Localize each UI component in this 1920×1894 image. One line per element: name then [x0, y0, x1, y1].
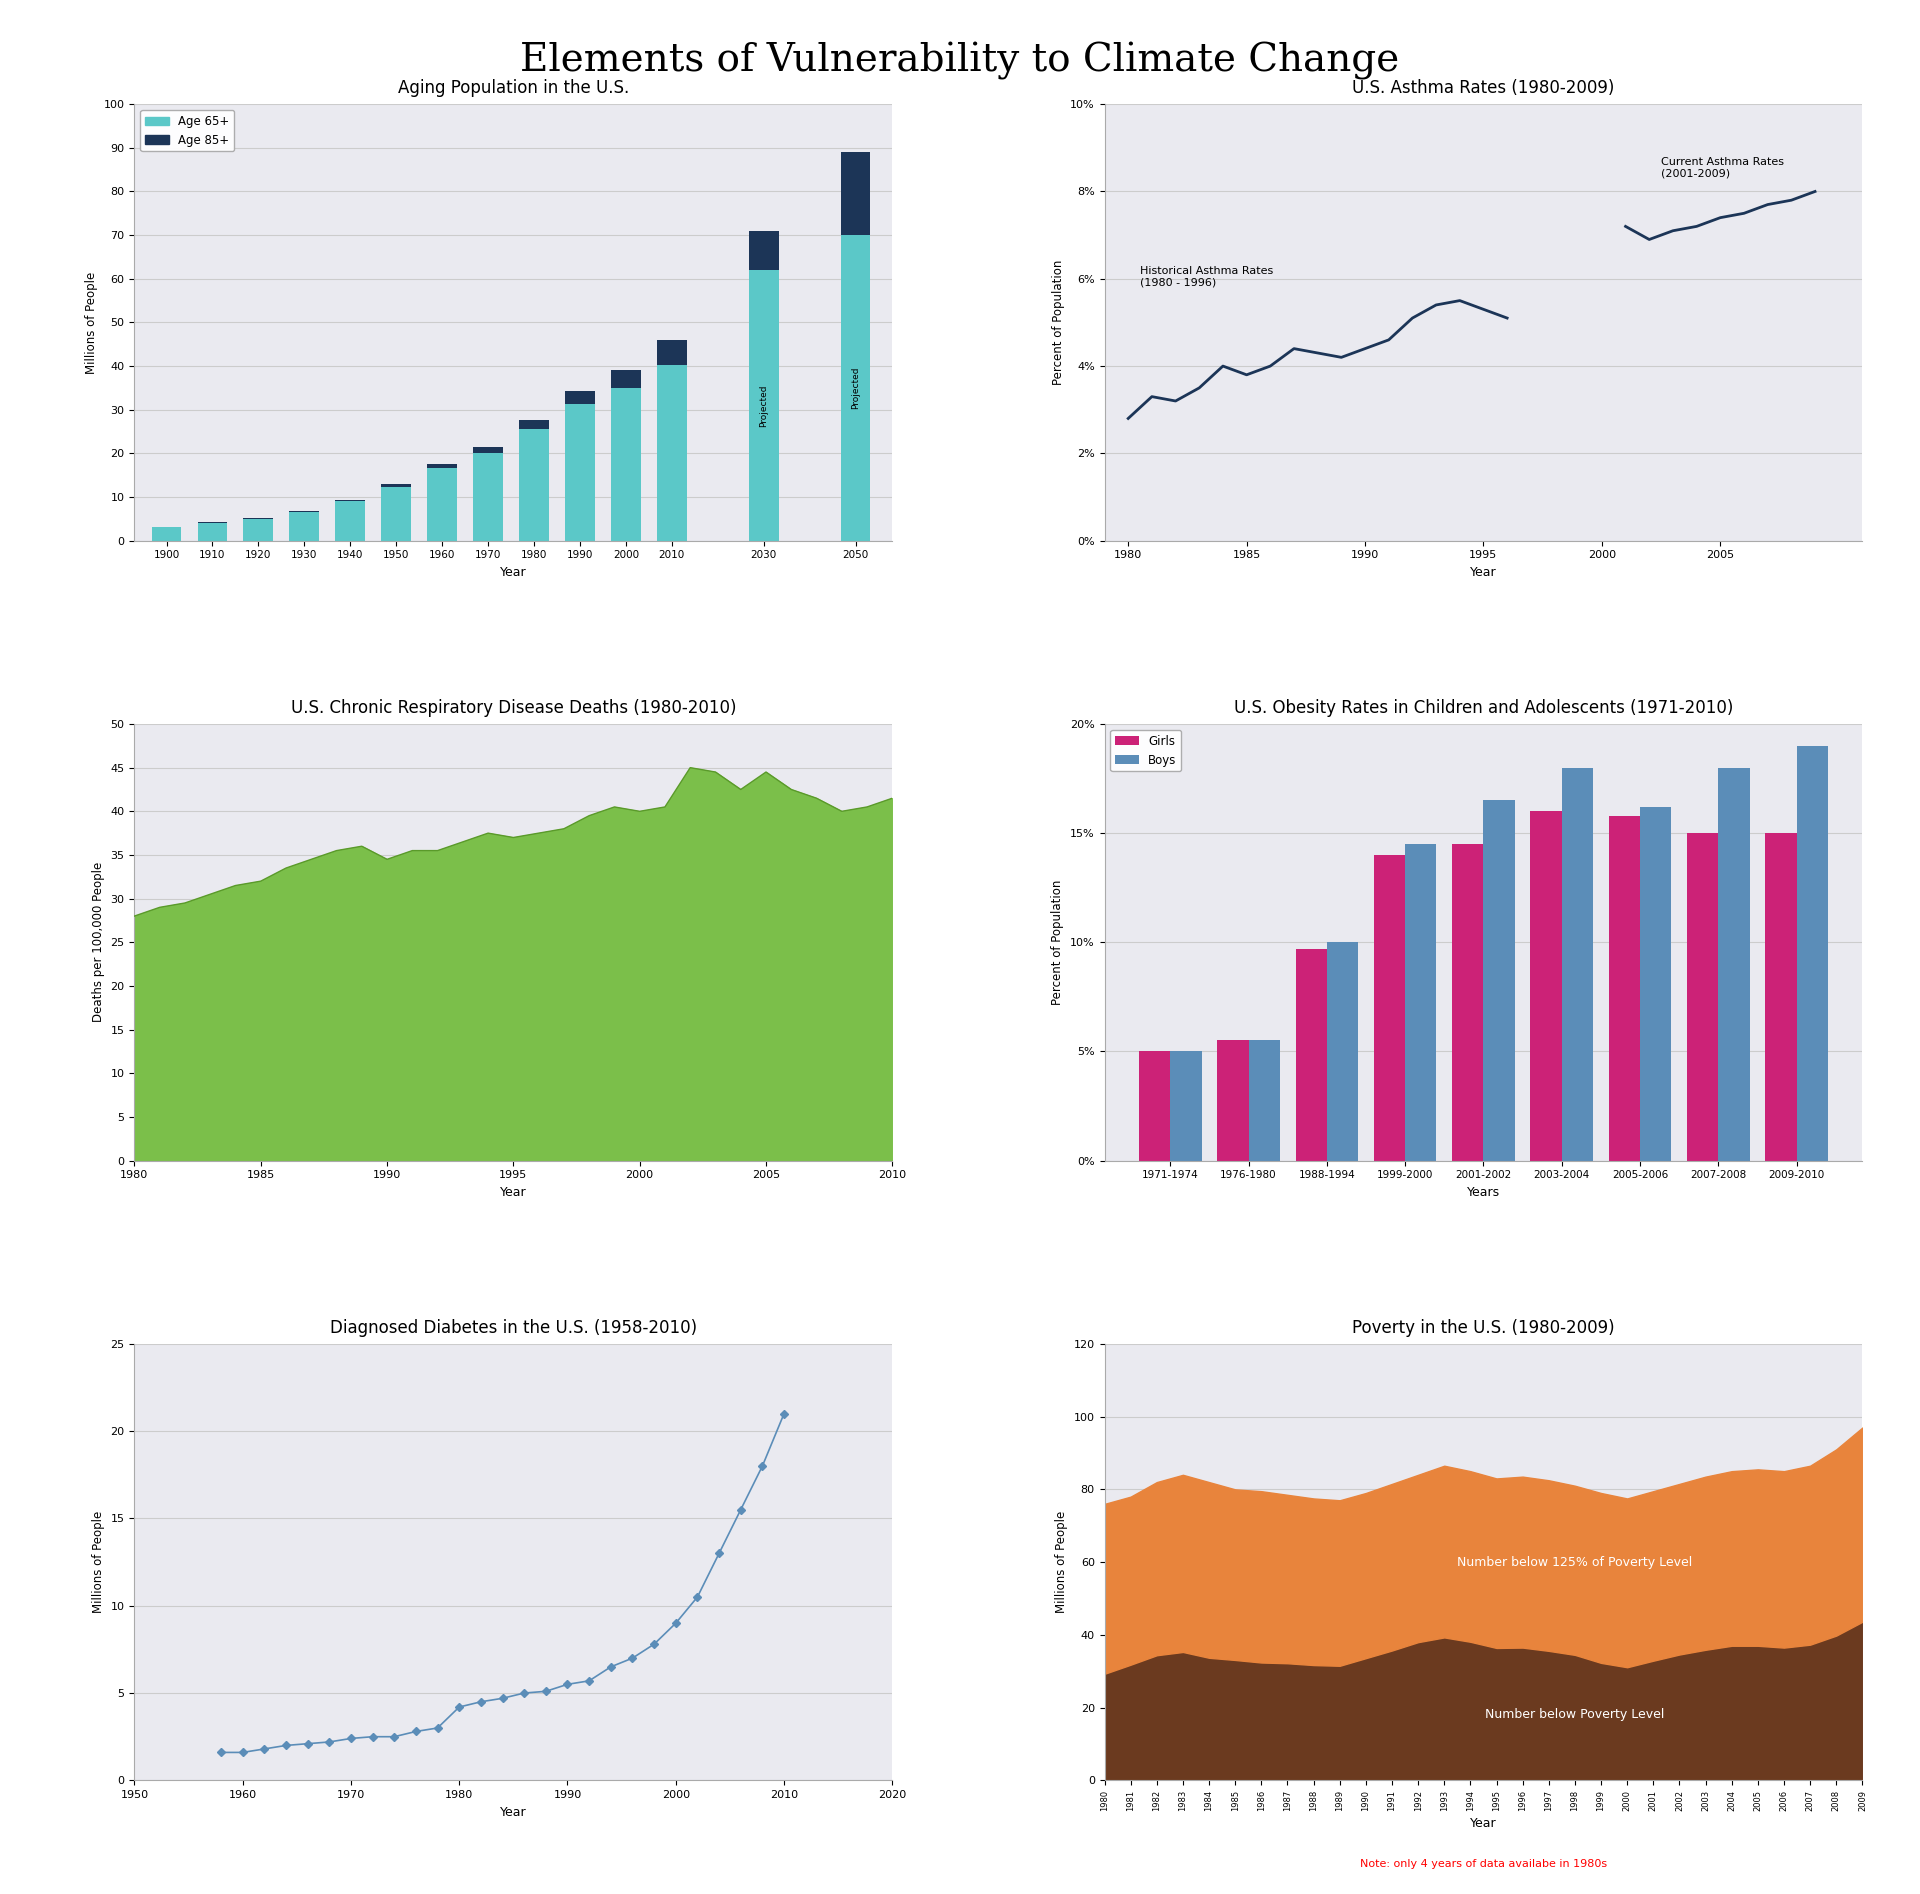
- Bar: [657, 366, 687, 540]
- Bar: [1640, 807, 1672, 1161]
- Y-axis label: Percent of Population: Percent of Population: [1052, 879, 1064, 1006]
- Bar: [336, 502, 365, 540]
- Bar: [428, 468, 457, 540]
- Bar: [382, 485, 411, 487]
- Y-axis label: Millions of People: Millions of People: [84, 271, 98, 373]
- Bar: [749, 231, 780, 271]
- Bar: [611, 369, 641, 388]
- Text: Number below 125% of Poverty Level: Number below 125% of Poverty Level: [1457, 1555, 1693, 1568]
- Text: Current Asthma Rates
(2001-2009): Current Asthma Rates (2001-2009): [1661, 157, 1784, 178]
- Bar: [1484, 801, 1515, 1161]
- X-axis label: Year: Year: [499, 1186, 526, 1199]
- Y-axis label: Deaths per 100,000 People: Deaths per 100,000 People: [92, 862, 106, 1023]
- Bar: [152, 527, 182, 540]
- X-axis label: Year: Year: [1471, 566, 1498, 580]
- Bar: [749, 271, 780, 540]
- Bar: [1139, 1051, 1171, 1161]
- Bar: [244, 519, 273, 540]
- Bar: [1764, 833, 1797, 1161]
- X-axis label: Year: Year: [1471, 1816, 1498, 1830]
- Bar: [1327, 941, 1357, 1161]
- Bar: [1171, 1051, 1202, 1161]
- Bar: [841, 235, 870, 540]
- Title: Diagnosed Diabetes in the U.S. (1958-2010): Diagnosed Diabetes in the U.S. (1958-201…: [330, 1318, 697, 1337]
- Title: U.S. Chronic Respiratory Disease Deaths (1980-2010): U.S. Chronic Respiratory Disease Deaths …: [290, 699, 735, 718]
- Text: Elements of Vulnerability to Climate Change: Elements of Vulnerability to Climate Cha…: [520, 42, 1400, 80]
- X-axis label: Year: Year: [499, 566, 526, 580]
- Bar: [290, 511, 319, 540]
- Title: Poverty in the U.S. (1980-2009): Poverty in the U.S. (1980-2009): [1352, 1318, 1615, 1337]
- Bar: [1797, 746, 1828, 1161]
- Title: U.S. Asthma Rates (1980-2009): U.S. Asthma Rates (1980-2009): [1352, 80, 1615, 97]
- Bar: [1405, 845, 1436, 1161]
- Bar: [1530, 811, 1561, 1161]
- Bar: [1718, 767, 1749, 1161]
- Y-axis label: Percent of Population: Percent of Population: [1052, 259, 1064, 384]
- Bar: [564, 405, 595, 540]
- Bar: [611, 388, 641, 540]
- Bar: [382, 487, 411, 540]
- Text: Historical Asthma Rates
(1980 - 1996): Historical Asthma Rates (1980 - 1996): [1140, 265, 1273, 288]
- X-axis label: Year: Year: [499, 1805, 526, 1818]
- Bar: [472, 447, 503, 453]
- Bar: [1452, 845, 1484, 1161]
- Bar: [1688, 833, 1718, 1161]
- Bar: [841, 152, 870, 235]
- Bar: [472, 453, 503, 540]
- Bar: [1375, 854, 1405, 1161]
- Bar: [1217, 1040, 1248, 1161]
- Text: Number below Poverty Level: Number below Poverty Level: [1486, 1708, 1665, 1722]
- Bar: [428, 464, 457, 468]
- Bar: [1296, 949, 1327, 1161]
- Legend: Age 65+, Age 85+: Age 65+, Age 85+: [140, 110, 234, 152]
- X-axis label: Years: Years: [1467, 1186, 1500, 1199]
- Bar: [1609, 816, 1640, 1161]
- Bar: [1248, 1040, 1281, 1161]
- Text: Projected: Projected: [758, 384, 768, 426]
- Y-axis label: Millions of People: Millions of People: [92, 1511, 106, 1614]
- Legend: Girls, Boys: Girls, Boys: [1110, 729, 1181, 771]
- Bar: [1561, 767, 1594, 1161]
- Text: Projected: Projected: [851, 367, 860, 409]
- Title: U.S. Obesity Rates in Children and Adolescents (1971-2010): U.S. Obesity Rates in Children and Adole…: [1235, 699, 1734, 718]
- Bar: [657, 341, 687, 366]
- Bar: [198, 523, 227, 540]
- Bar: [518, 430, 549, 540]
- Y-axis label: Millions of People: Millions of People: [1056, 1511, 1068, 1614]
- Bar: [564, 392, 595, 405]
- Text: Note: only 4 years of data availabe in 1980s: Note: only 4 years of data availabe in 1…: [1359, 1858, 1607, 1869]
- Title: Aging Population in the U.S.: Aging Population in the U.S.: [397, 80, 630, 97]
- Bar: [518, 420, 549, 430]
